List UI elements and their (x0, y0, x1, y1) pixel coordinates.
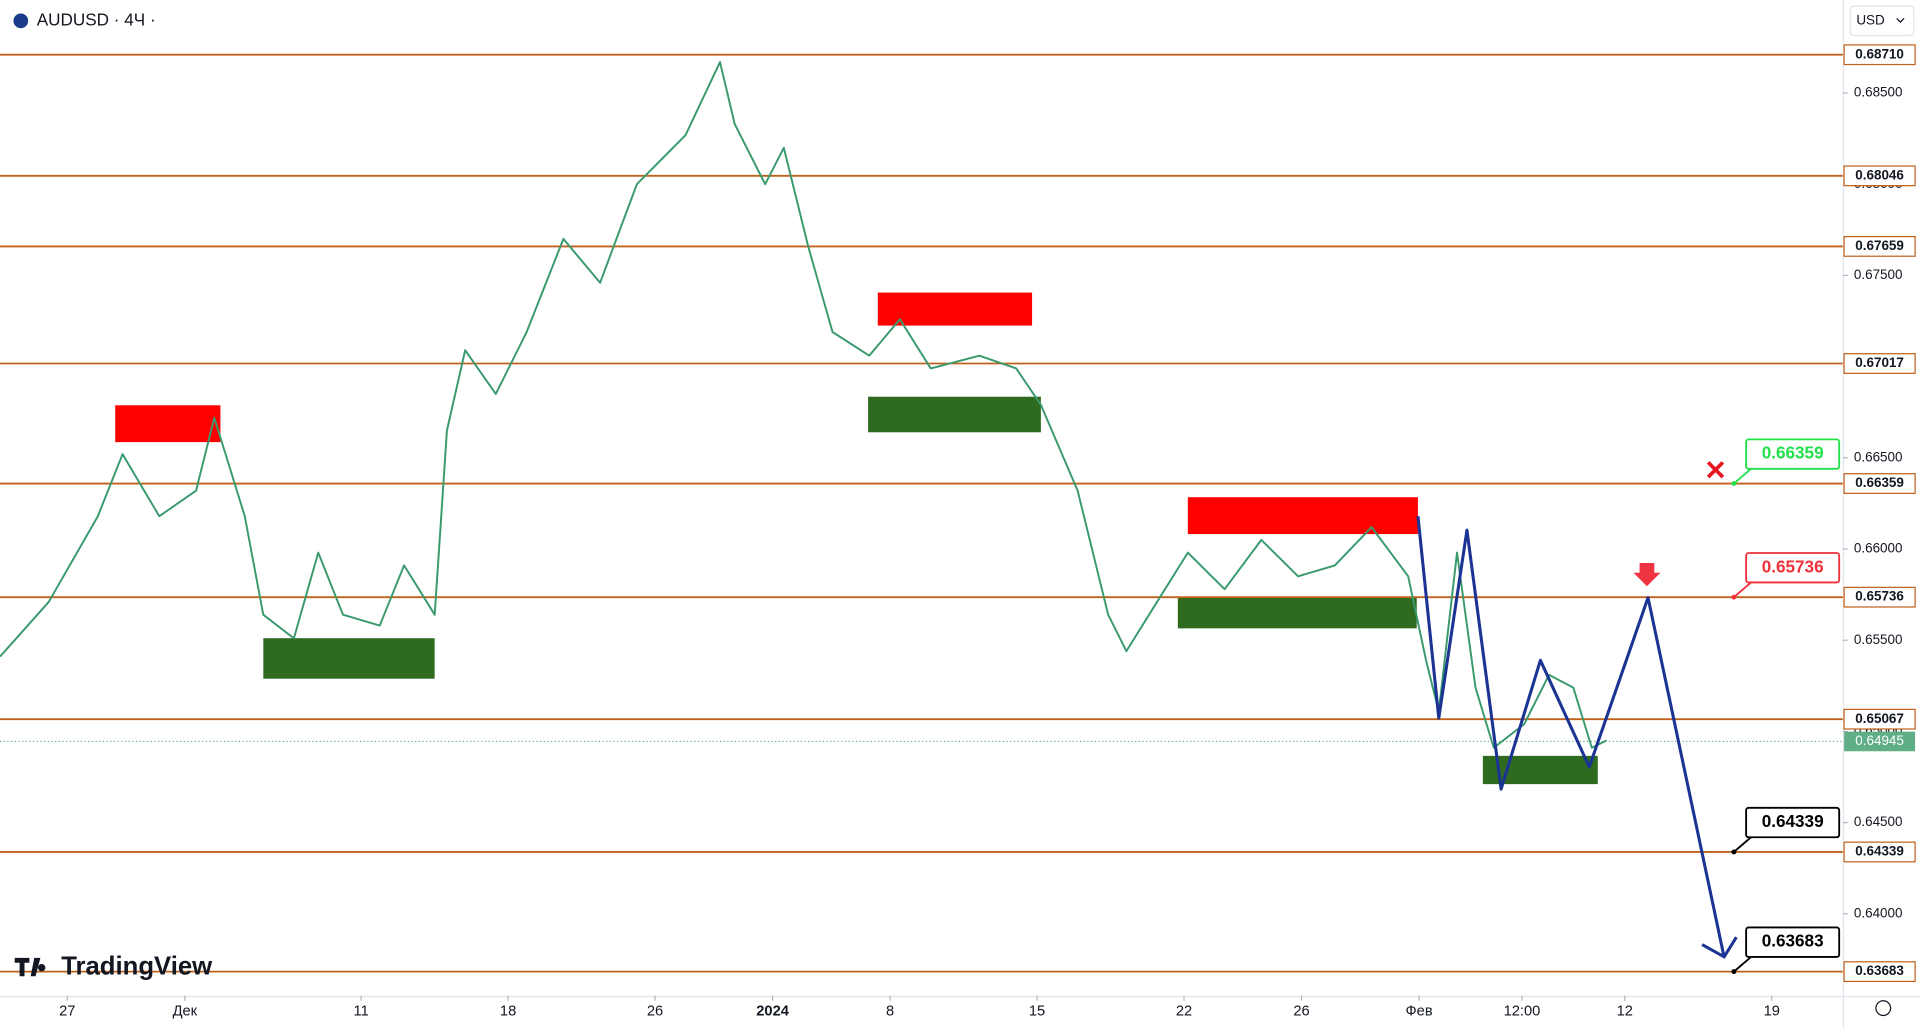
x-tick-label: 19 (1764, 1004, 1780, 1020)
cancel-marker (1706, 461, 1725, 479)
x-tick-label: 27 (59, 1004, 75, 1020)
x-tick-label: 26 (647, 1004, 663, 1020)
level-label: 0.63683 (1855, 963, 1904, 978)
zone (868, 396, 1041, 433)
plot: 0.66359 0.65736 0.64339 0.63683 (0, 53, 1843, 975)
level-tag (1843, 44, 1916, 66)
level-label: 0.67017 (1855, 355, 1904, 370)
zone (1177, 597, 1417, 629)
level-label: 0.67659 (1855, 238, 1904, 253)
level-tag (1843, 841, 1916, 863)
y-tick-label: 0.66500 (1854, 449, 1903, 464)
level-label: 0.66359 (1855, 475, 1904, 490)
x-tick-label: 8 (886, 1004, 894, 1020)
dropdown-icon (1896, 17, 1905, 23)
callout-label: 0.63683 (1762, 931, 1824, 951)
callout-pointer (1733, 468, 1752, 485)
level-tag (1843, 586, 1916, 608)
x-tick-label: 15 (1029, 1004, 1045, 1020)
level-label: 0.65736 (1855, 589, 1904, 604)
callout-label: 0.65736 (1762, 556, 1824, 576)
logo-mark (14, 957, 46, 977)
level-label: 0.68046 (1855, 167, 1904, 182)
zone (115, 405, 221, 443)
x-tick-label: Дек (173, 1004, 198, 1020)
level-tag (1843, 473, 1916, 494)
settings-icon[interactable] (1875, 1000, 1892, 1017)
y-tick-label: 0.65500 (1854, 632, 1903, 647)
price-line (1416, 516, 1726, 958)
symbol-title: AUDUSD · 4Ч · (37, 9, 156, 29)
y-tick-label: 0.66000 (1854, 541, 1903, 556)
level-label: 0.68710 (1855, 46, 1904, 61)
callout-pointer (1733, 956, 1752, 973)
y-tick-label: 0.67500 (1854, 267, 1903, 282)
logo: TradingView (14, 952, 213, 980)
currency-label: USD (1856, 12, 1885, 27)
last-price-label: 0.64945 (1855, 733, 1904, 748)
flag-icon (13, 13, 29, 29)
y-tick-label: 0.64500 (1854, 814, 1903, 829)
x-tick-label: 22 (1176, 1004, 1192, 1020)
callout-label: 0.66359 (1762, 443, 1824, 463)
y-tick-label: 0.68500 (1854, 85, 1903, 100)
sell-arrow (1633, 562, 1661, 587)
level-label: 0.65067 (1855, 711, 1904, 726)
zone (1187, 497, 1418, 535)
callout-box (1745, 552, 1841, 584)
x-tick-label: 12 (1617, 1004, 1633, 1020)
x-tick-label: 12:00 (1504, 1004, 1541, 1020)
callout-pointer (1733, 836, 1752, 853)
zone (877, 292, 1033, 326)
callout-box (1745, 438, 1841, 470)
zone (1482, 755, 1598, 785)
arrow-head (1701, 936, 1738, 959)
level-tag (1843, 165, 1916, 187)
zone (263, 638, 435, 679)
callout-pointer (1733, 581, 1752, 598)
currency-select[interactable] (1849, 5, 1915, 37)
x-tick-label: 18 (500, 1004, 516, 1020)
x-tick-label: 26 (1293, 1004, 1309, 1020)
level-tag (1843, 708, 1916, 730)
level-tag (1843, 961, 1916, 983)
level-tag (1843, 353, 1916, 374)
x-tick-label: 2024 (756, 1004, 789, 1020)
x-tick-label: Фев (1406, 1004, 1433, 1020)
last-price-tag (1844, 731, 1916, 752)
level-label: 0.64339 (1855, 844, 1904, 859)
level-tag (1843, 235, 1916, 257)
brand: TradingView (61, 952, 213, 980)
y-tick-label: 0.64000 (1854, 905, 1903, 920)
price-line (0, 61, 1607, 749)
x-tick-label: 11 (354, 1004, 369, 1020)
callout-box (1745, 806, 1841, 839)
callout-label: 0.64339 (1762, 811, 1824, 831)
callout-box (1745, 926, 1841, 958)
